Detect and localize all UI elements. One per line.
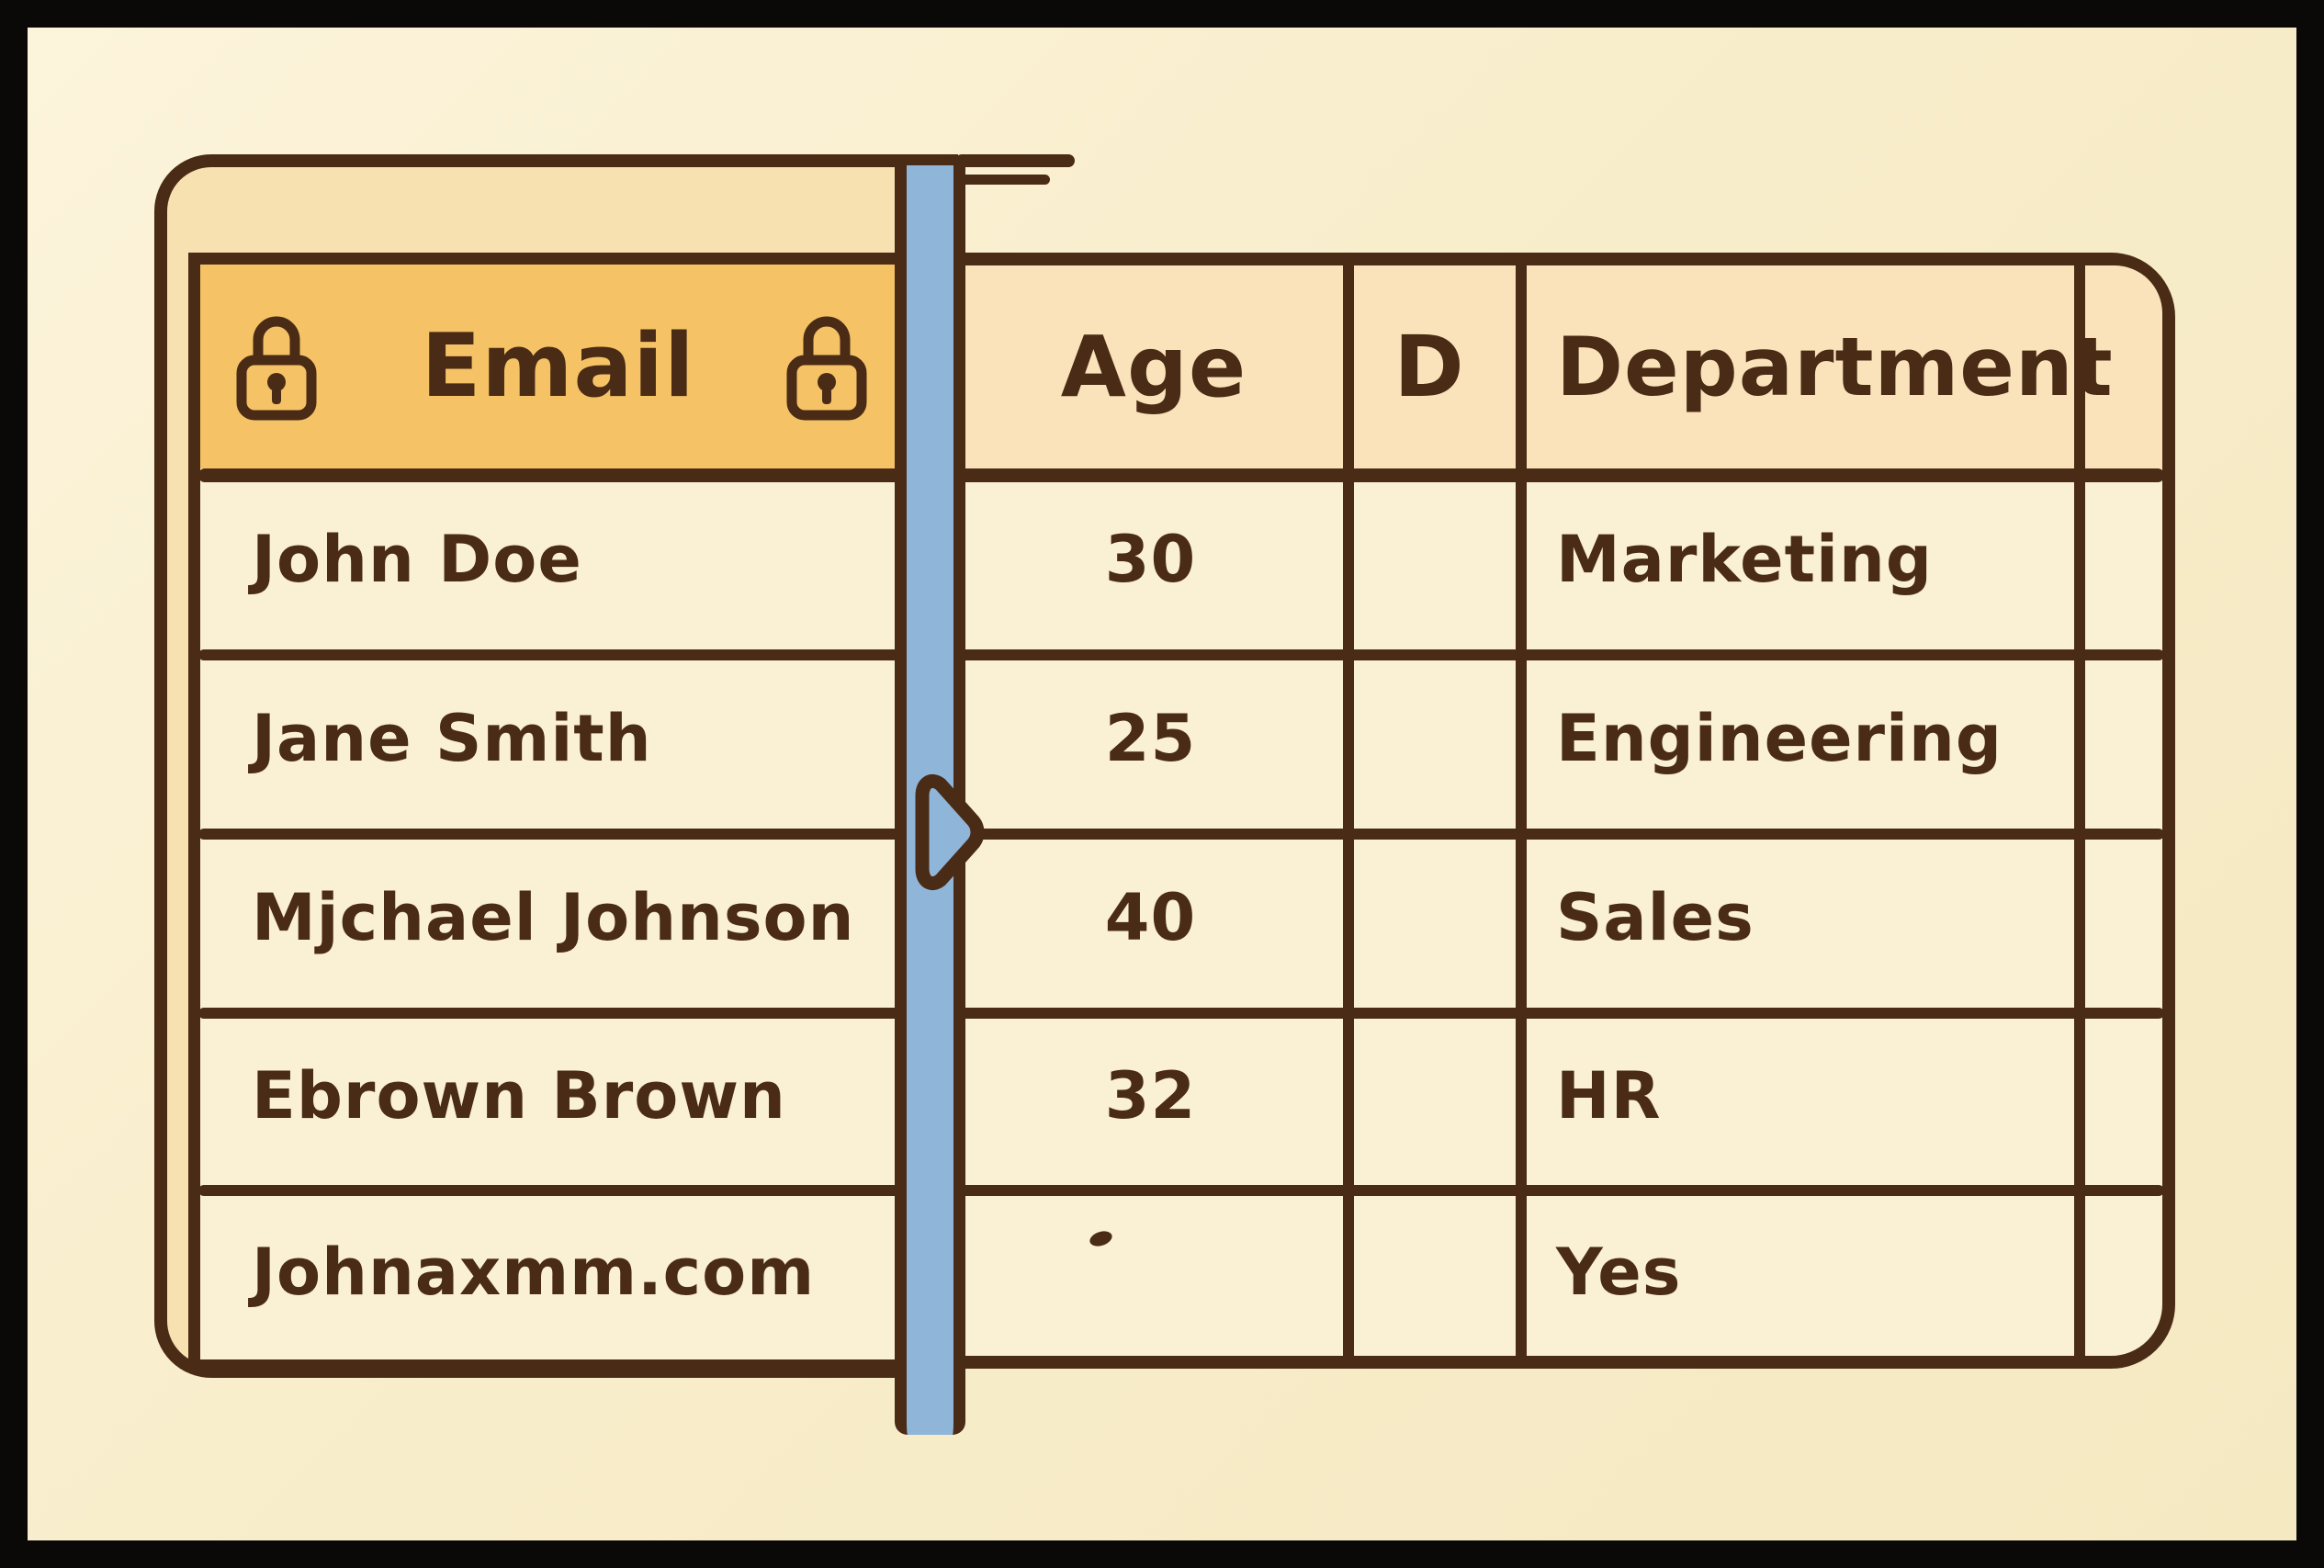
age-header-cell[interactable]: Age <box>1060 317 1247 416</box>
grid-line <box>198 649 928 660</box>
grid-line <box>959 829 2164 840</box>
triangle-right-icon[interactable] <box>902 772 994 897</box>
department-cell[interactable]: HR <box>1556 1058 1662 1134</box>
age-cell[interactable]: 25 <box>1104 701 1197 776</box>
age-cell[interactable]: 40 <box>1104 880 1197 955</box>
grid-line <box>959 1185 2164 1196</box>
lock-icon <box>783 303 871 424</box>
department-cell[interactable]: Yes <box>1556 1235 1682 1310</box>
age-cell[interactable] <box>1047 1185 1254 1359</box>
header-bottom-line-left <box>198 468 928 482</box>
department-cell[interactable]: Sales <box>1556 880 1754 955</box>
lock-icon <box>232 303 321 424</box>
d-cell[interactable] <box>1354 649 1516 828</box>
column-divider-d-department <box>1516 257 1527 1362</box>
email-cell[interactable]: Jane Smith <box>252 701 652 776</box>
department-header-cell[interactable]: Department <box>1556 319 2114 414</box>
grid-line <box>198 1185 928 1196</box>
department-cell[interactable]: Marketing <box>1556 522 1933 597</box>
scroll-pane-header-band <box>959 265 2162 468</box>
email-cell[interactable]: John Doe <box>252 522 582 597</box>
email-cell[interactable]: Mjchael Johnson <box>252 880 855 955</box>
d-cell[interactable] <box>1354 470 1516 649</box>
grid-line <box>959 1008 2164 1019</box>
email-header-label: Email <box>421 316 695 417</box>
card-top-border-extension <box>955 154 1075 167</box>
d-header-cell[interactable]: D <box>1393 317 1465 416</box>
grid-line <box>959 649 2164 660</box>
grid-line <box>198 1008 928 1019</box>
department-cell[interactable]: Engineering <box>1556 701 2002 776</box>
header-bottom-line-right <box>959 468 2164 482</box>
grid-line <box>198 829 928 840</box>
email-cell[interactable]: Johnaxmm.com <box>252 1235 816 1310</box>
card-top-border-sketch-stroke <box>958 175 1050 185</box>
age-cell[interactable]: 32 <box>1104 1058 1197 1134</box>
column-divider-age-d <box>1343 257 1354 1362</box>
d-cell[interactable] <box>1354 829 1516 1007</box>
age-cell[interactable]: 30 <box>1104 522 1197 597</box>
column-divider-trailing <box>2074 257 2085 1362</box>
d-cell[interactable] <box>1354 1185 1516 1359</box>
d-cell[interactable] <box>1354 1008 1516 1184</box>
email-cell[interactable]: Ebrown Brown <box>252 1058 786 1134</box>
